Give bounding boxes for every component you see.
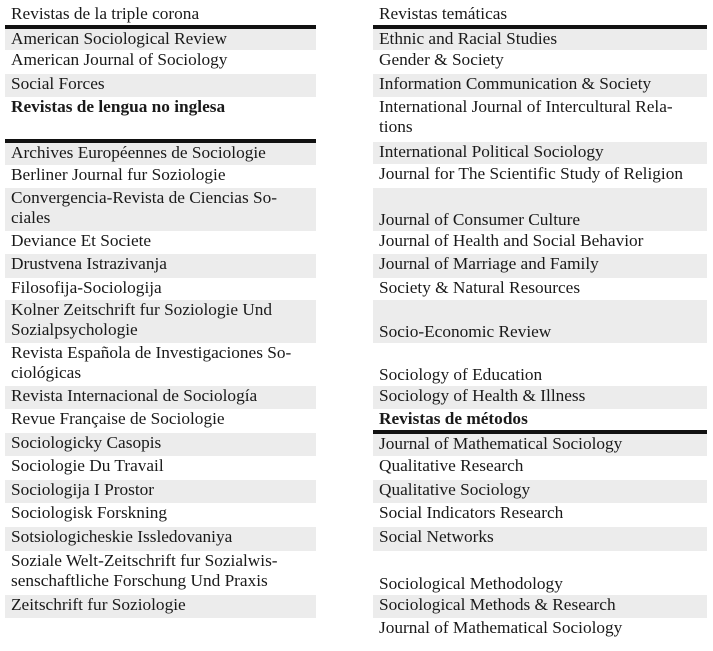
journal-row: Qualitative Research (373, 456, 707, 480)
journal-name: Sociology of Education (379, 365, 543, 384)
journal-name: Socio-Economic Review (379, 322, 552, 341)
journal-name: senschaftliche Forschung Und Praxis (11, 571, 268, 590)
journal-row: Information Communication & Society (373, 74, 707, 97)
journal-row: Qualitative Sociology (373, 480, 707, 503)
section-rule (5, 139, 316, 143)
right-table-header: Revistas temáticas (379, 4, 508, 23)
journal-row: Sociological Methods & Research (373, 595, 707, 618)
journal-row: American Journal of Sociology (5, 50, 316, 74)
journal-name: Journal of Mathematical Sociology (379, 434, 623, 453)
section-heading: Revistas de lengua no inglesa (5, 97, 316, 139)
journal-row: Revista Española de Investigaciones So-c… (5, 343, 316, 386)
journal-name: Journal of Consumer Culture (379, 210, 581, 229)
journal-row: Zeitschrift fur Soziologie (5, 595, 316, 618)
journal-name: Sozialpsychologie (11, 320, 138, 339)
section-heading: Revistas de métodos (373, 409, 707, 430)
journal-name: Social Networks (379, 527, 494, 546)
journal-name: Deviance Et Societe (11, 231, 152, 250)
journal-name: ciológicas (11, 363, 82, 382)
journal-row: Sociologie Du Travail (5, 456, 316, 480)
journal-row: Sociology of Education (373, 343, 707, 386)
journal-name: Social Indicators Research (379, 503, 564, 522)
journal-row: International Journal of Intercultural R… (373, 97, 707, 142)
journal-name: Sociologisk Forskning (11, 503, 168, 522)
journal-row: Journal for The Scientific Study of Reli… (373, 164, 707, 188)
journal-row: Journal of Mathematical Sociology (373, 434, 707, 456)
journal-row: International Political Sociology (373, 142, 707, 164)
journal-name: Sociology of Health & Illness (379, 386, 586, 405)
journal-row: Revue Française de Sociologie (5, 409, 316, 433)
journal-row: Soziale Welt-Zeitschrift fur Sozialwis-s… (5, 551, 316, 595)
journal-row: Sociologisk Forskning (5, 503, 316, 527)
journal-name: Sociological Methodology (379, 574, 563, 593)
journal-row: Sociology of Health & Illness (373, 386, 707, 409)
journal-name: Kolner Zeitschrift fur Soziologie Und (11, 300, 273, 319)
journal-name: Information Communication & Society (379, 74, 652, 93)
journal-row: Social Networks (373, 527, 707, 551)
journal-name: International Political Sociology (379, 142, 604, 161)
journal-row: Sociologija I Prostor (5, 480, 316, 503)
journal-name: Ethnic and Racial Studies (379, 29, 558, 48)
journal-name: Social Forces (11, 74, 105, 93)
journal-name: International Journal of Intercultural R… (379, 97, 673, 116)
journal-name: Berliner Journal fur Soziologie (11, 165, 226, 184)
journal-row: Sotsiologicheskie Issledovaniya (5, 527, 316, 551)
journal-name: Journal of Marriage and Family (379, 254, 599, 273)
journal-row: Kolner Zeitschrift fur Soziologie Und Soz… (5, 300, 316, 343)
section-heading-text: Revistas de métodos (379, 409, 528, 428)
journal-name: Sotsiologicheskie Issledovaniya (11, 527, 233, 546)
section-heading-text: Revistas de lengua no inglesa (11, 97, 226, 116)
journal-name: Zeitschrift fur Soziologie (11, 595, 186, 614)
journal-name: Sociological Methods & Research (379, 595, 616, 614)
journal-name: Revista Internacional de Sociología (11, 386, 258, 405)
journal-name: Qualitative Research (379, 456, 524, 475)
journal-row: Ethnic and Racial Studies (373, 29, 707, 50)
journal-name: Convergencia-Revista de Ciencias So- (11, 188, 278, 207)
journal-name: Revista Española de Investigaciones So- (11, 343, 292, 362)
section-rule (373, 430, 707, 434)
journal-row: Sociologicky Casopis (5, 433, 316, 456)
journal-name: Sociologie Du Travail (11, 456, 164, 475)
journal-name: Soziale Welt-Zeitschrift fur Sozialwis- (11, 551, 278, 570)
header-rule (373, 25, 707, 29)
journal-name: American Sociological Review (11, 29, 227, 48)
journal-row: Revista Internacional de Sociología (5, 386, 316, 409)
journal-name: Journal of Mathematical Sociology (379, 618, 623, 637)
journal-name: tions (379, 117, 413, 136)
journal-row: Society & Natural Resources (373, 278, 707, 300)
journal-row: Drustvena Istrazivanja (5, 254, 316, 278)
journal-row: Journal of Mathematical Sociology (373, 618, 707, 642)
journal-row: Social Indicators Research (373, 503, 707, 527)
header-rule (5, 25, 316, 29)
left-table-header: Revistas de la triple corona (11, 4, 200, 23)
journal-name: Gender & Society (379, 50, 504, 69)
journal-row: Deviance Et Societe (5, 231, 316, 254)
journal-name: Filosofija-Sociologija (11, 278, 162, 297)
journal-row: Sociological Methodology (373, 551, 707, 595)
journal-name: Drustvena Istrazivanja (11, 254, 167, 273)
journal-name: Sociologija I Prostor (11, 480, 155, 499)
journal-name: Society & Natural Resources (379, 278, 581, 297)
journal-name: Revue Française de Sociologie (11, 409, 225, 428)
journal-name: American Journal of Sociology (11, 50, 228, 69)
journal-name: Journal for The Scientific Study of Reli… (379, 164, 683, 183)
journal-name: Archives Européennes de Sociologie (11, 143, 266, 162)
journal-row: Socio-Economic Review (373, 300, 707, 343)
journal-row: Journal of Marriage and Family (373, 254, 707, 278)
journal-row: Filosofija-Sociologija (5, 278, 316, 300)
journal-name: Sociologicky Casopis (11, 433, 162, 452)
journal-name: Journal of Health and Social Behavior (379, 231, 644, 250)
journal-row: Convergencia-Revista de Ciencias So-cial… (5, 188, 316, 231)
journal-row: Journal of Health and Social Behavior (373, 231, 707, 254)
journal-row: Archives Européennes de Sociologie (5, 143, 316, 165)
journal-row: American Sociological Review (5, 29, 316, 50)
journal-row: Journal of Consumer Culture (373, 188, 707, 231)
journal-name: Qualitative Sociology (379, 480, 531, 499)
journal-row: Social Forces (5, 74, 316, 97)
journal-name: ciales (11, 208, 51, 227)
journal-row: Berliner Journal fur Soziologie (5, 165, 316, 188)
journal-row: Gender & Society (373, 50, 707, 74)
